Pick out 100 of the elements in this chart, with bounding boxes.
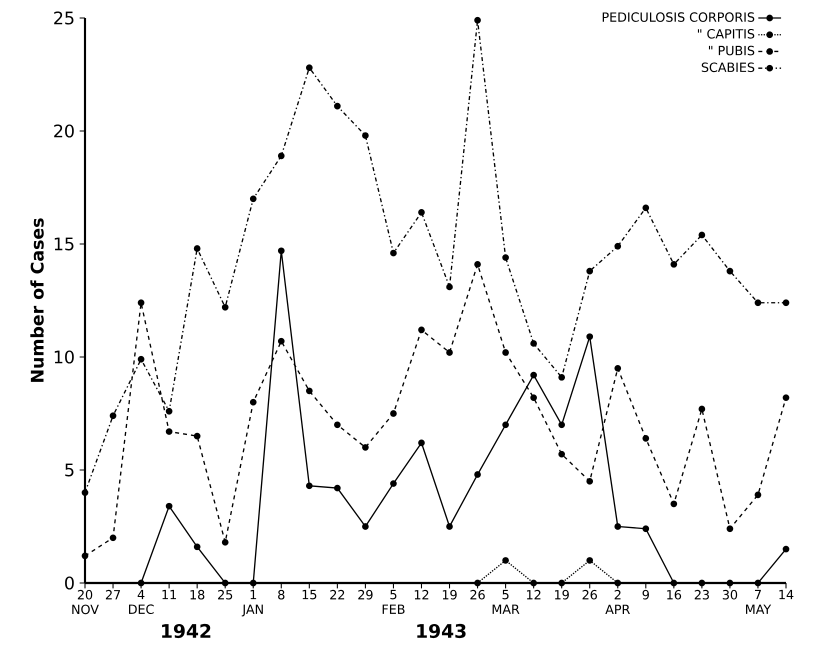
x-tick-label: 29 xyxy=(358,590,373,600)
x-tick-label: 9 xyxy=(642,590,649,600)
point xyxy=(586,478,594,485)
point xyxy=(110,534,116,542)
point xyxy=(558,421,566,428)
x-tick-label: 1 JAN xyxy=(242,590,263,616)
point xyxy=(614,242,622,250)
x-tick-label: 27 xyxy=(106,590,120,600)
point xyxy=(726,580,734,586)
x-tick-label: 4 DEC xyxy=(129,590,154,614)
point xyxy=(586,557,594,564)
point xyxy=(306,388,313,394)
point xyxy=(334,484,341,492)
point xyxy=(138,299,144,306)
point xyxy=(110,412,116,420)
point xyxy=(166,408,172,415)
point xyxy=(278,338,285,345)
point xyxy=(390,250,397,256)
point xyxy=(362,444,369,451)
x-tick-label: 12 xyxy=(526,590,540,600)
point xyxy=(362,523,369,530)
point xyxy=(446,284,453,290)
point xyxy=(754,580,762,586)
point xyxy=(530,372,537,378)
y-tick-label: 10 xyxy=(54,350,74,364)
text: 1942 xyxy=(162,624,210,638)
point xyxy=(82,489,88,496)
point xyxy=(698,232,706,238)
point xyxy=(278,247,285,254)
point xyxy=(278,152,285,160)
x-tick-label: 7 MAY xyxy=(746,590,772,614)
point xyxy=(530,394,537,402)
point xyxy=(530,340,537,347)
point xyxy=(474,471,481,478)
x-tick-label: 5 FEB xyxy=(382,590,405,614)
point xyxy=(250,580,257,586)
point xyxy=(446,349,453,356)
x-tick-label: 25 xyxy=(218,590,232,600)
x-tick-label: 15 xyxy=(302,590,316,600)
point xyxy=(754,299,762,306)
point xyxy=(194,544,200,550)
point xyxy=(250,195,257,202)
point xyxy=(334,421,341,428)
point xyxy=(390,410,397,417)
point xyxy=(586,268,594,274)
point xyxy=(82,552,88,560)
point xyxy=(446,523,453,530)
point xyxy=(194,432,200,440)
y-tick-label: 15 xyxy=(54,238,74,250)
point xyxy=(782,546,790,552)
point xyxy=(418,209,425,216)
point xyxy=(670,580,678,586)
point xyxy=(194,245,200,252)
point xyxy=(222,580,229,586)
point xyxy=(754,492,762,498)
point xyxy=(306,64,313,72)
point xyxy=(782,394,790,402)
legend-label: PEDICULOSIS CORPORIS xyxy=(602,12,754,22)
point xyxy=(418,326,425,334)
point xyxy=(474,261,481,268)
point xyxy=(558,374,566,381)
x-tick-label: 8 xyxy=(278,590,284,600)
x-tick-label: 23 xyxy=(694,590,709,600)
point xyxy=(166,502,172,510)
x-tick-label: 19 xyxy=(442,590,457,600)
point xyxy=(614,523,622,530)
point xyxy=(502,557,509,564)
x-tick-label: 26 xyxy=(470,590,485,600)
point xyxy=(586,333,594,340)
y-tick-label: 0 xyxy=(65,576,74,590)
point xyxy=(670,261,678,268)
point xyxy=(642,435,650,442)
x-tick-label: 26 xyxy=(582,590,597,600)
point xyxy=(502,349,509,356)
point xyxy=(558,580,566,586)
point xyxy=(698,406,706,412)
x-tick-label: 18 xyxy=(190,590,204,600)
x-tick-label: 14 xyxy=(779,590,794,600)
point xyxy=(250,398,257,406)
point xyxy=(362,132,369,139)
point xyxy=(726,525,734,532)
x-tick-label: 16 xyxy=(667,590,682,600)
legend-label: " CAPITIS xyxy=(698,29,754,39)
point xyxy=(474,16,481,24)
legend-label: " PUBIS xyxy=(708,46,754,56)
point xyxy=(222,304,229,311)
point xyxy=(782,299,790,306)
point xyxy=(502,421,509,428)
point xyxy=(698,580,706,586)
y-tick-label: 20 xyxy=(54,124,74,138)
point xyxy=(530,580,537,586)
y-tick-label: 25 xyxy=(54,11,74,25)
point xyxy=(334,102,341,110)
x-tick-label: 22 xyxy=(330,590,344,600)
point xyxy=(166,428,172,435)
legend-label: SCABIES xyxy=(702,62,754,72)
x-tick-label: 30 xyxy=(722,590,738,600)
point xyxy=(614,364,622,372)
x-tick-label: 19 xyxy=(555,590,569,600)
point xyxy=(306,482,313,490)
